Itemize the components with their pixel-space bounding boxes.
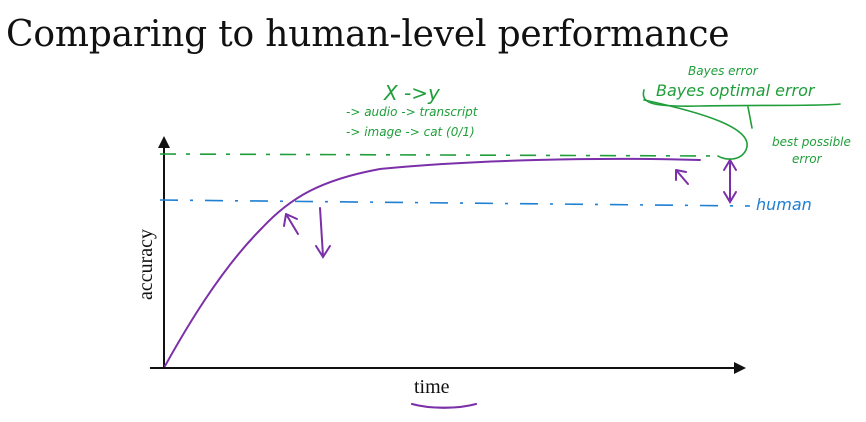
bayes-optimal-error-note: Bayes optimal error — [656, 81, 816, 100]
bayes-human-gap-arrow — [723, 158, 737, 204]
performance-curve — [164, 157, 701, 367]
audio-transcript-note: -> audio -> transcript — [346, 105, 479, 119]
human-label: human — [756, 195, 812, 214]
x-axis-label: time — [414, 376, 450, 398]
bayes-error-line — [159, 153, 717, 157]
image-cat-note: -> image -> cat (0/1) — [346, 125, 475, 139]
best-possible-error-note: error — [792, 152, 823, 166]
bayes-error-small-note: Bayes error — [688, 64, 759, 78]
plateau-arrow — [675, 169, 689, 185]
gap-down-arrow — [315, 207, 331, 259]
y-axis-label: accuracy — [135, 229, 157, 300]
x-to-y-note: X ->y — [383, 81, 441, 105]
bayes-pointer — [643, 99, 748, 160]
slide-title: Comparing to human-level performance — [6, 14, 730, 55]
best-possible-note: best possible — [772, 135, 851, 149]
human-level-line — [159, 199, 751, 207]
time-underline — [410, 402, 478, 409]
crossing-arrow — [283, 213, 299, 235]
